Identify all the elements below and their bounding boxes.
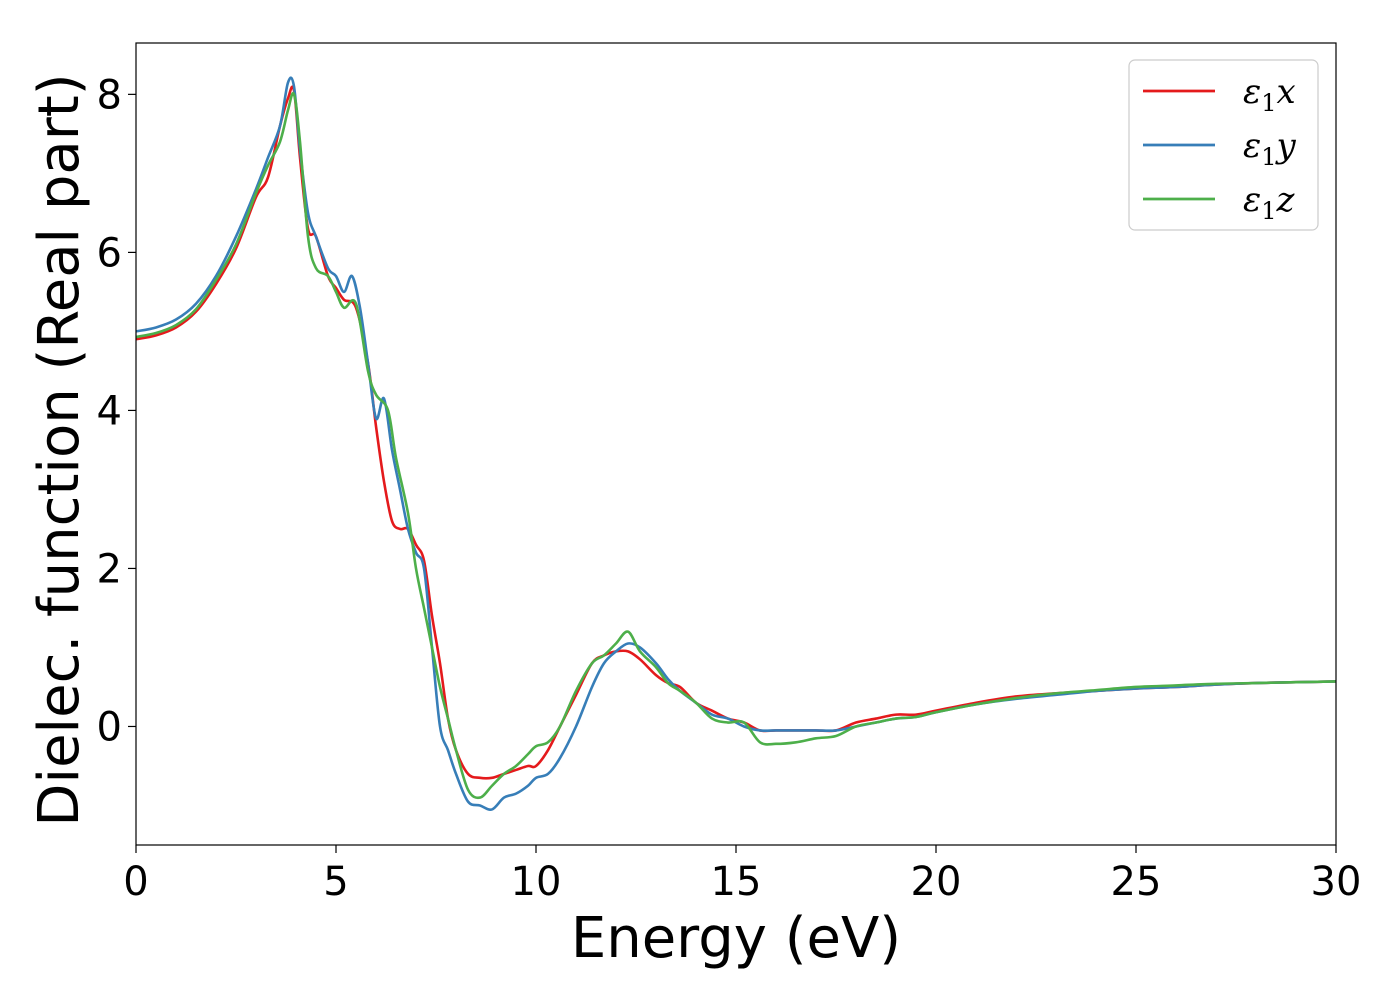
x-axis-title: Energy (eV) xyxy=(571,906,901,971)
x-axis: 0 5 10 15 20 25 30 xyxy=(123,845,1361,905)
x-tick-label: 0 xyxy=(123,859,148,905)
y-tick-label: 0 xyxy=(97,704,122,750)
x-tick-label: 15 xyxy=(711,859,762,905)
x-tick-label: 25 xyxy=(1111,859,1162,905)
legend-label-x: ε1x xyxy=(1243,72,1296,117)
y-tick-label: 8 xyxy=(97,72,122,118)
y-tick-label: 6 xyxy=(97,230,122,276)
x-tick-label: 20 xyxy=(911,859,962,905)
legend-box xyxy=(1128,59,1319,231)
legend-label-z: ε1z xyxy=(1243,180,1296,225)
y-tick-label: 4 xyxy=(97,388,122,434)
legend-label-y: ε1y xyxy=(1243,126,1297,171)
x-tick-label: 5 xyxy=(323,859,348,905)
y-tick-label: 2 xyxy=(97,546,122,592)
y-axis-title: Dielec. function (Real part) xyxy=(27,73,92,826)
legend: ε1x ε1y ε1z xyxy=(1128,59,1319,231)
series-layer xyxy=(136,76,1336,811)
x-tick-label: 30 xyxy=(1311,859,1362,905)
series-line-z xyxy=(136,91,1336,800)
x-tick-label: 10 xyxy=(511,859,562,905)
y-axis: 0 2 4 6 8 xyxy=(97,72,136,750)
